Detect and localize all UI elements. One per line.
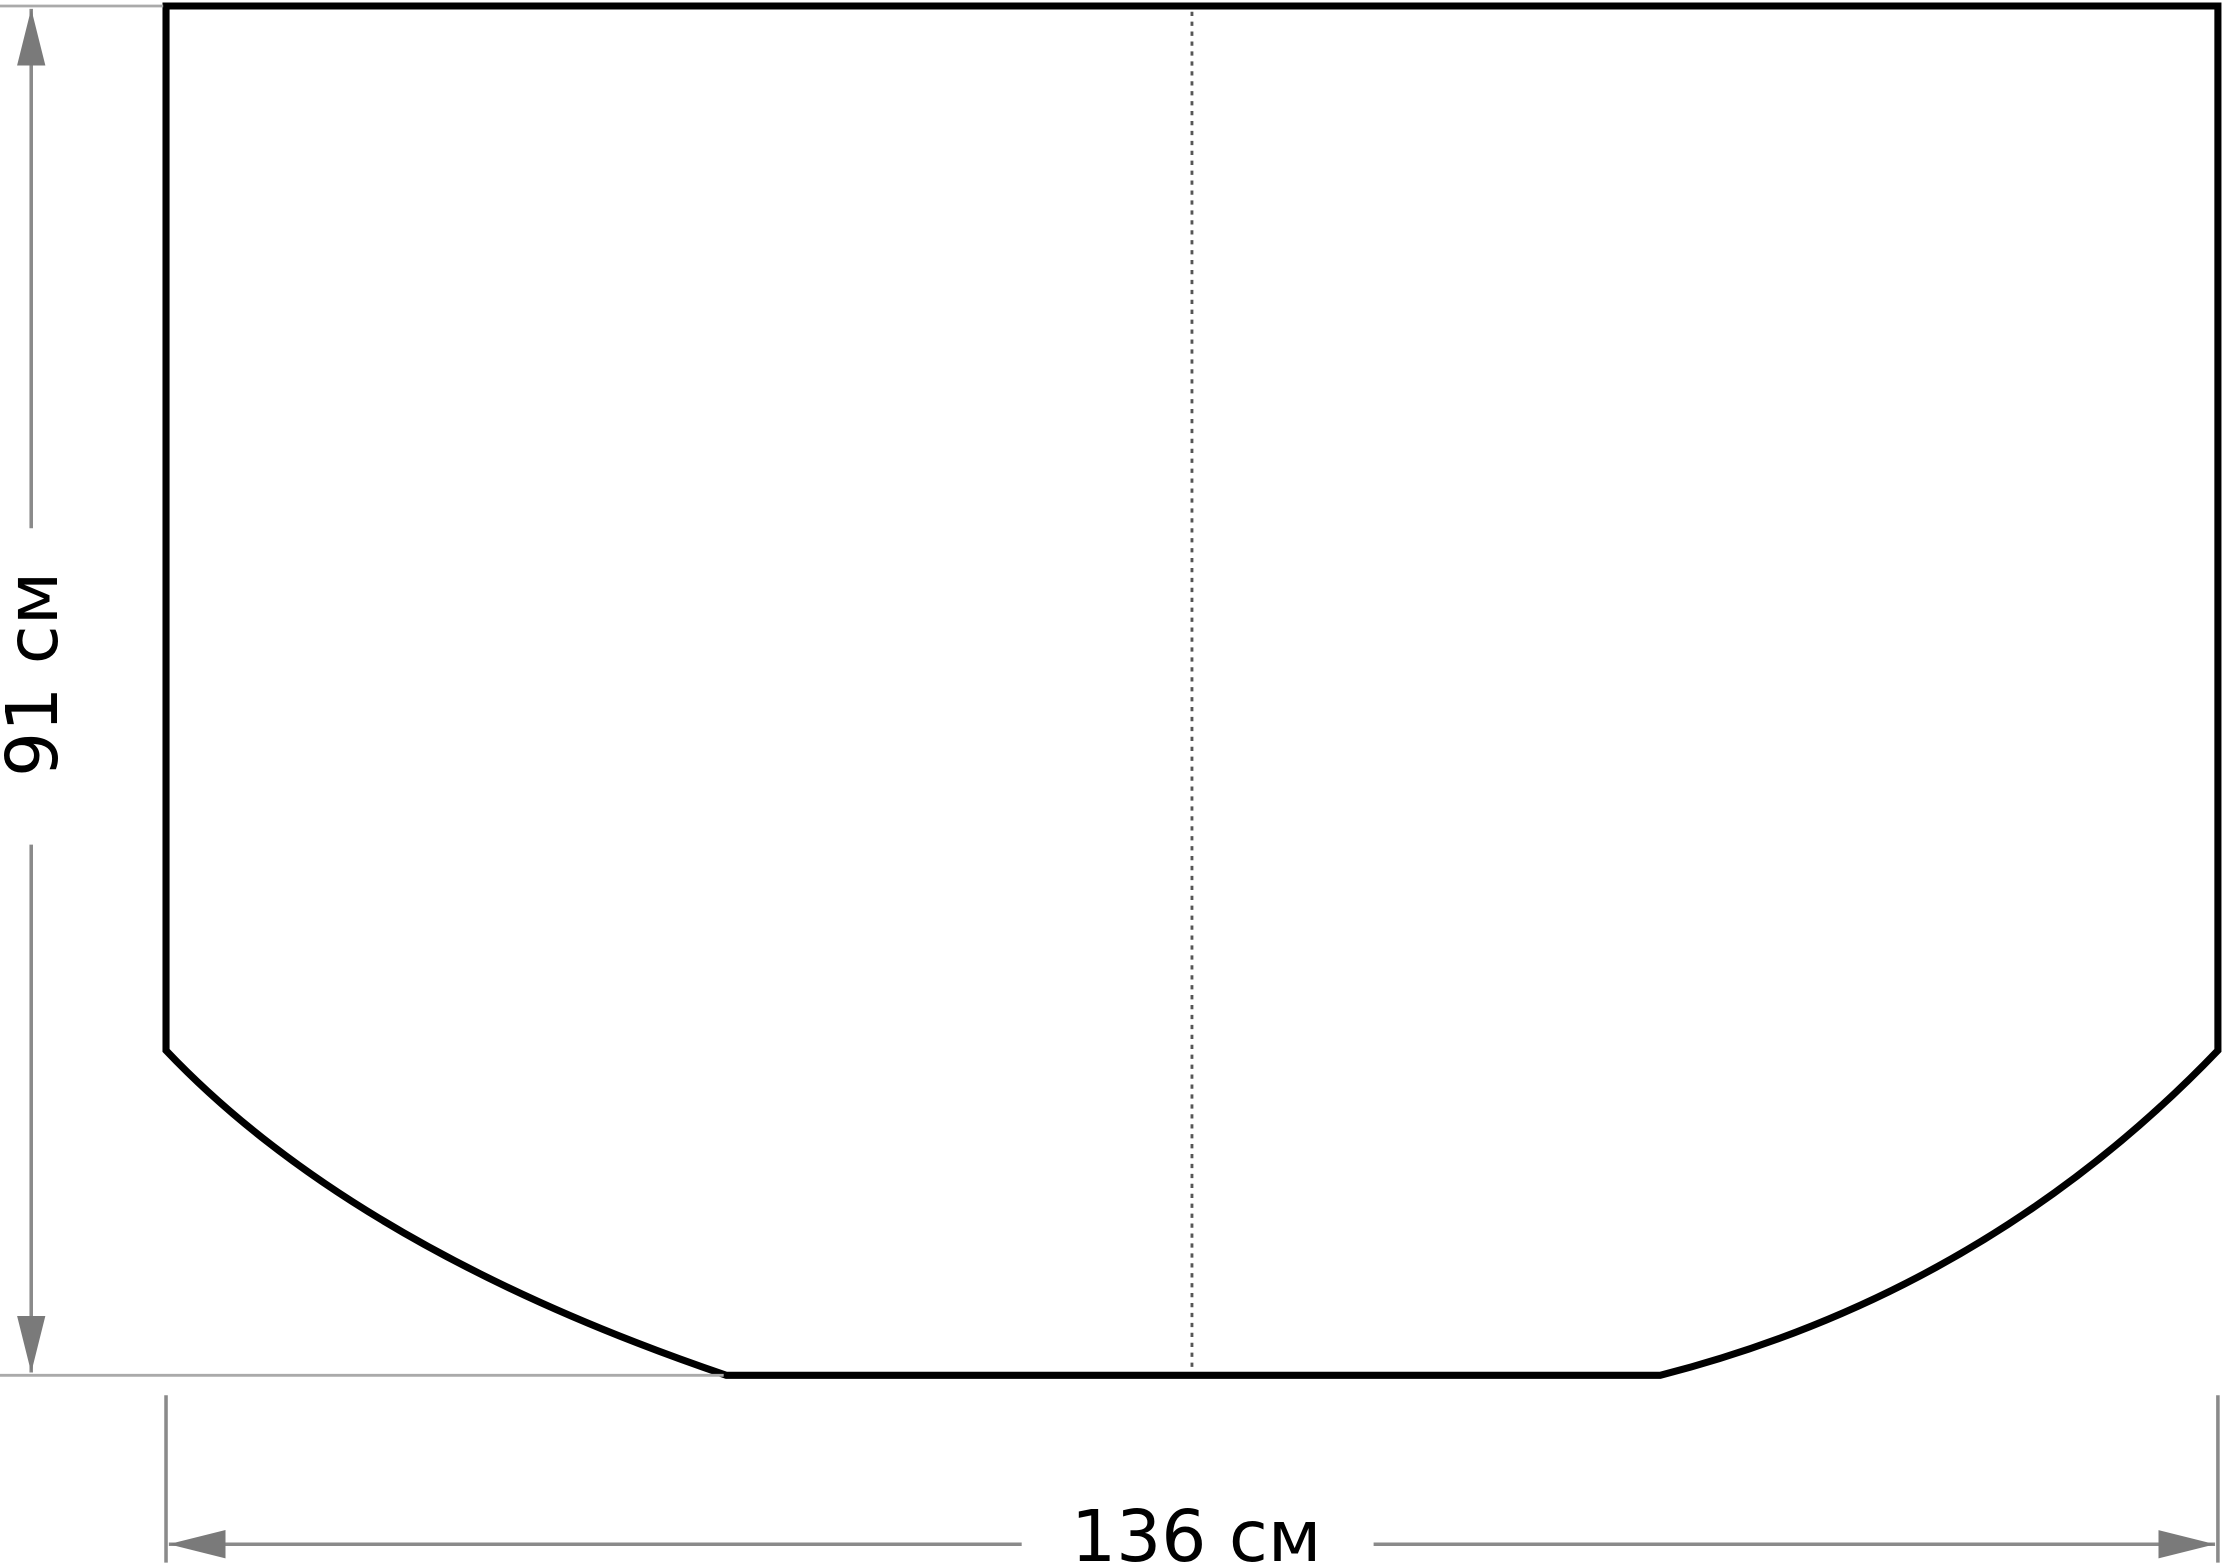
width-label: 136 см: [1071, 1495, 1321, 1563]
height-label: 91 см: [0, 572, 74, 777]
